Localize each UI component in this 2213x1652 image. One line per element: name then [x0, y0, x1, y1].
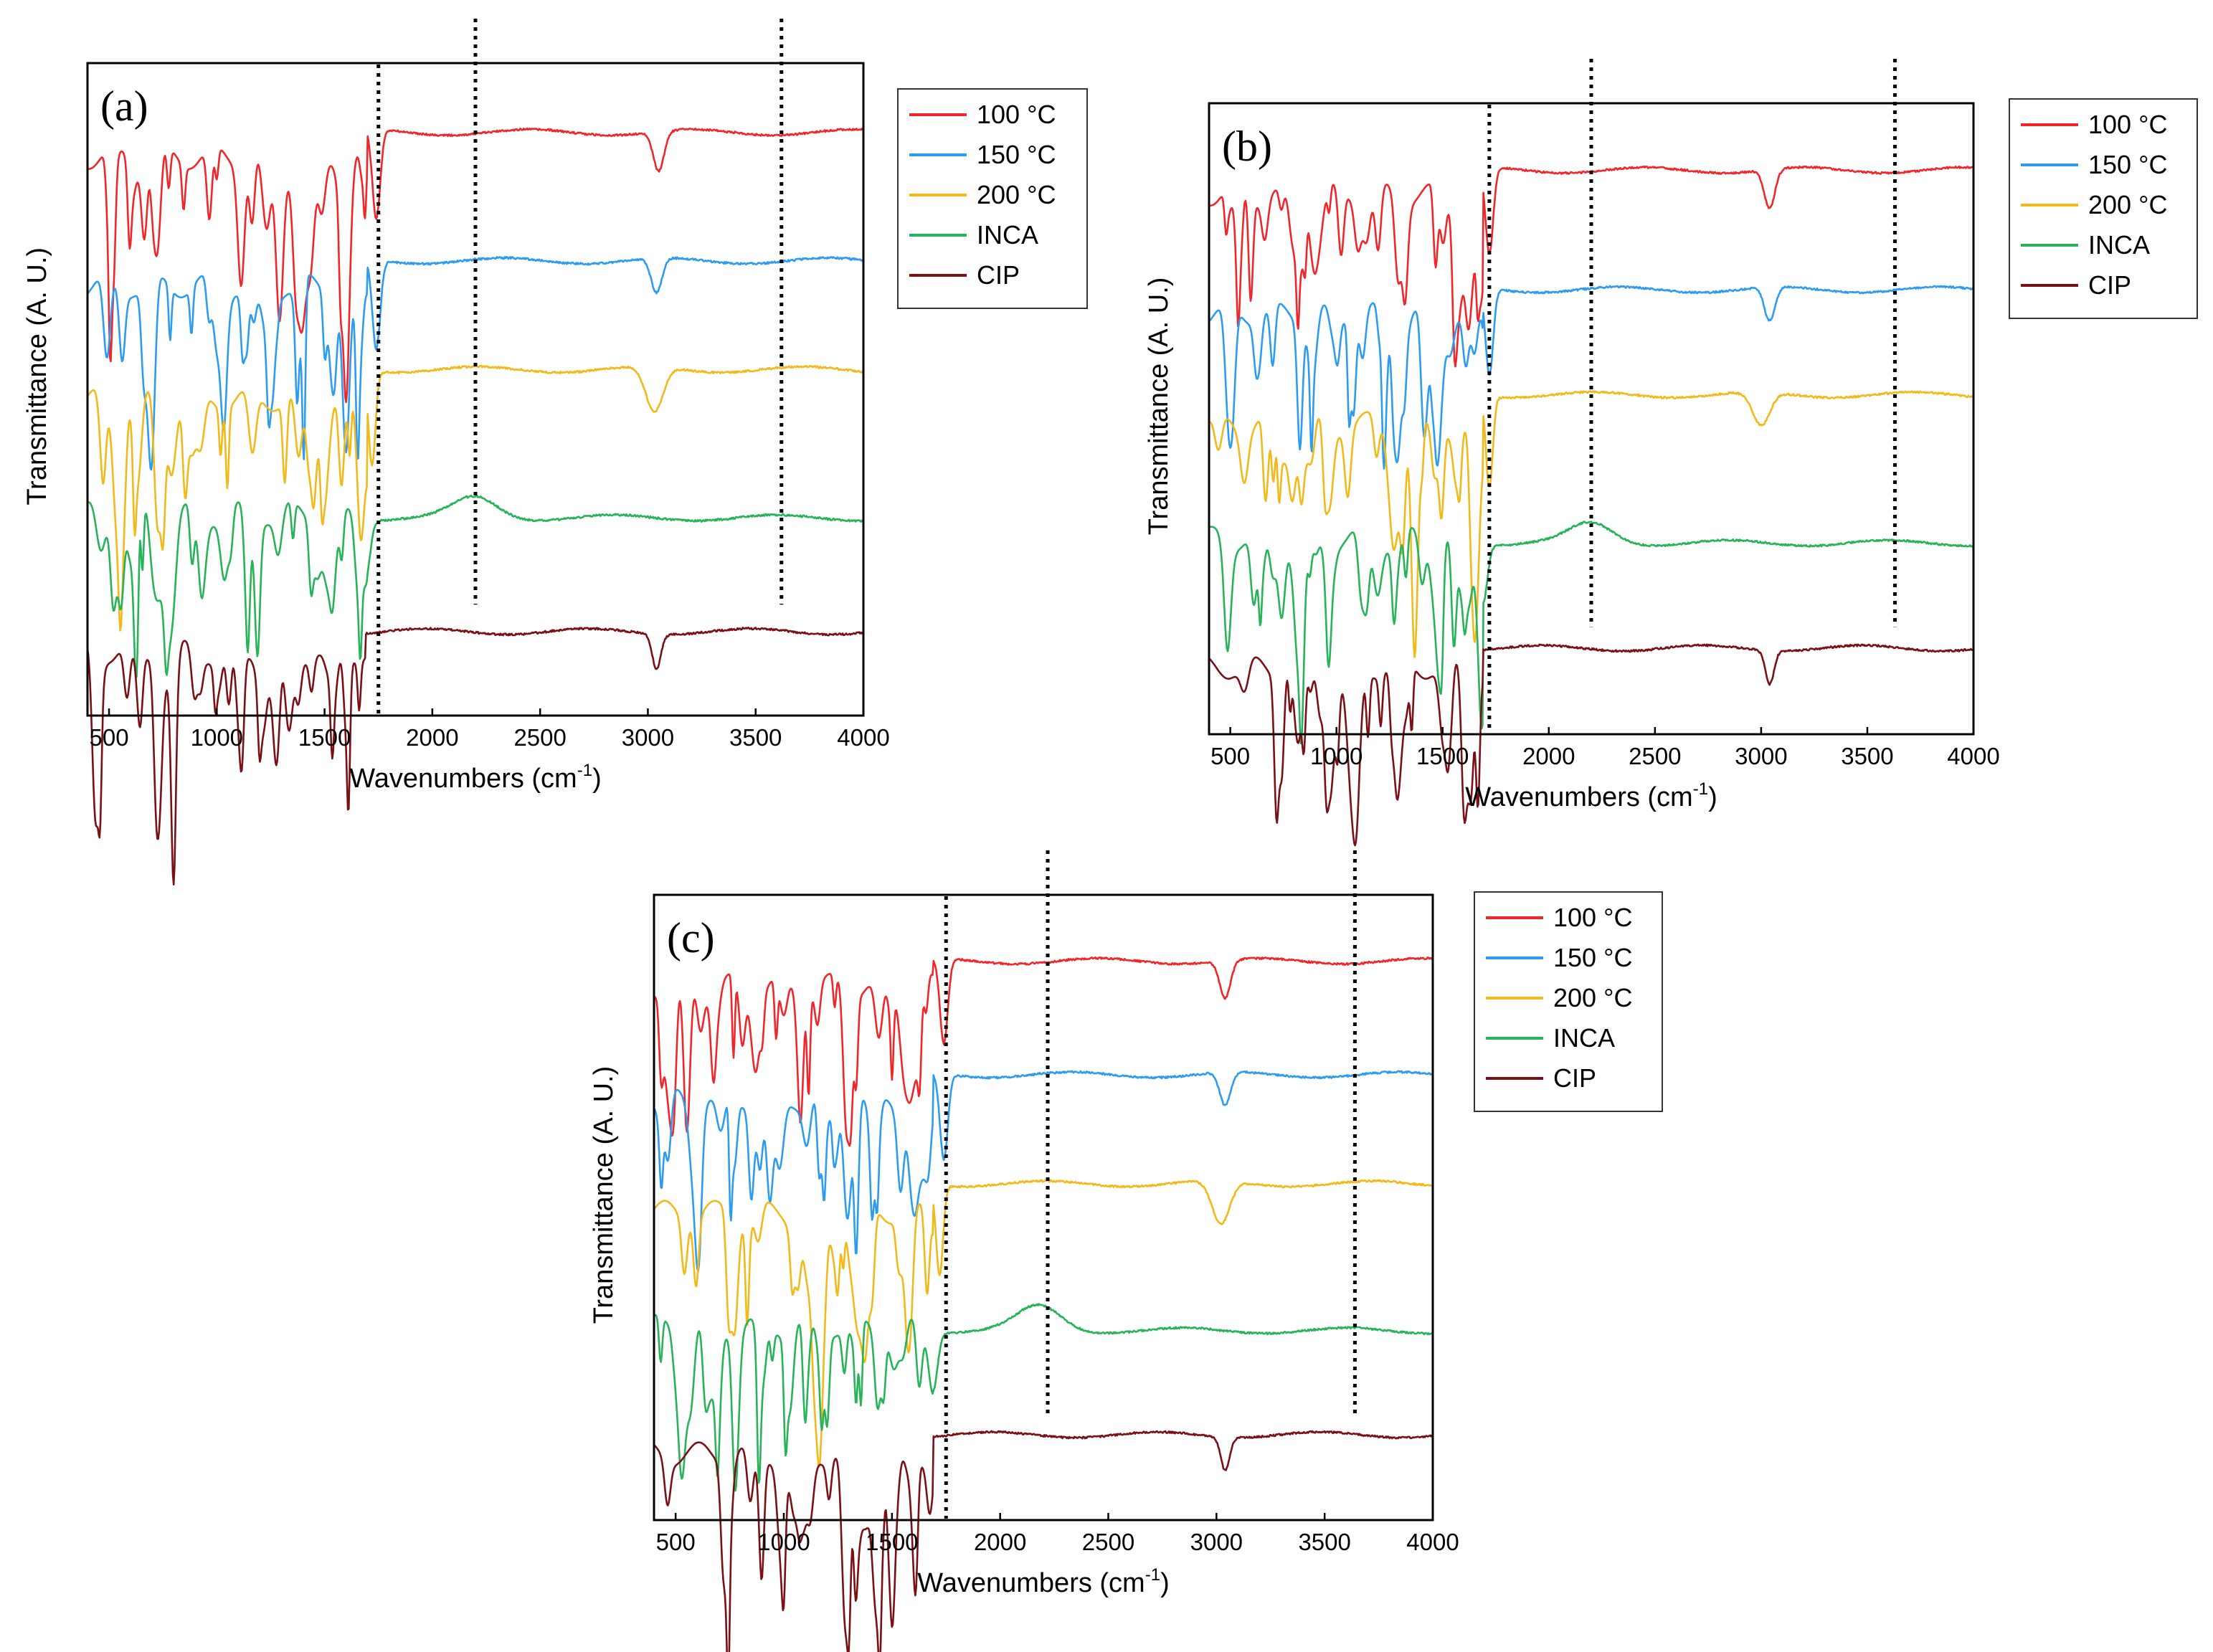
legend-label: 100 °C	[977, 100, 1056, 129]
series-line-inca	[1208, 521, 1975, 745]
x-tick-label: 4000	[1406, 1529, 1459, 1555]
x-tick-label: 2000	[406, 724, 458, 751]
x-tick-label: 1000	[757, 1529, 810, 1555]
x-tick-label: 1000	[191, 724, 243, 751]
plot-frame	[1208, 102, 1975, 736]
x-tick-label: 3500	[729, 724, 782, 751]
series-line-150c	[87, 256, 864, 471]
x-tick-label: 2500	[513, 724, 566, 751]
x-tick-label: 500	[1210, 743, 1250, 769]
legend-box	[2009, 98, 2198, 319]
x-tick-label: 3000	[1735, 743, 1787, 769]
series-line-200c	[1208, 390, 1974, 658]
plot-frame	[653, 893, 1434, 1522]
series-line-cip	[653, 1430, 1434, 1652]
x-tick-label: 3500	[1298, 1529, 1350, 1555]
legend-label: 100 °C	[1553, 903, 1632, 932]
panel-b: 500 1000 1500 2000 2500 3000 3500 4000 Wavenumbe…	[1144, 59, 2198, 847]
y-axis-label: Transmittance (A. U.)	[22, 247, 52, 505]
legend-label: INCA	[977, 220, 1038, 250]
legend-box	[897, 88, 1088, 309]
legend-box	[1474, 891, 1663, 1112]
panel-a: 500 1000 1500 2000 2500 3000 3500 4000 Wavenumbe…	[22, 19, 1088, 886]
series-line-200c	[653, 1179, 1434, 1468]
x-tick-label: 2000	[974, 1529, 1026, 1555]
x-tick-label: 3000	[622, 724, 674, 751]
x-axis-label: Wavenumbers (cm-1)	[349, 761, 601, 794]
y-axis-label: Transmittance (A. U.)	[1144, 277, 1174, 536]
panel-label: (c)	[667, 914, 715, 962]
x-axis-label: Wavenumbers (cm-1)	[917, 1565, 1169, 1598]
series-line-150c	[1208, 285, 1975, 470]
plot-frame	[86, 62, 865, 717]
legend-label: 150 °C	[1553, 943, 1632, 972]
series-line-100c	[87, 127, 864, 404]
x-tick-label: 1500	[298, 724, 351, 751]
series-line-cip	[86, 627, 864, 886]
series-line-inca	[87, 494, 864, 679]
x-tick-label: 2500	[1082, 1529, 1134, 1555]
legend-label: 150 °C	[977, 140, 1056, 169]
legend-label: 200 °C	[1553, 983, 1632, 1012]
panel-label: (b)	[1222, 123, 1272, 170]
x-tick-label: 500	[656, 1529, 696, 1555]
x-tick-label: 2000	[1522, 743, 1575, 769]
series-line-100c	[653, 956, 1434, 1147]
panel-c: 500 1000 1500 2000 2500 3000 3500 4000 Wavenumbe…	[589, 850, 1663, 1652]
x-tick-label: 500	[90, 724, 129, 751]
legend-label: 200 °C	[2088, 190, 2167, 219]
series-line-cip	[1208, 643, 1974, 847]
legend-label: 150 °C	[2088, 150, 2167, 179]
panel-label: (a)	[100, 82, 148, 130]
x-tick-label: 4000	[1947, 743, 1999, 769]
legend-label: 200 °C	[977, 180, 1056, 209]
x-tick-label: 1500	[1416, 743, 1469, 769]
series-line-150c	[653, 1070, 1434, 1273]
x-tick-label: 3000	[1190, 1529, 1243, 1555]
legend-label: CIP	[977, 260, 1020, 290]
legend-label: 100 °C	[2088, 110, 2167, 139]
legend-label: INCA	[2088, 230, 2150, 260]
legend-label: INCA	[1553, 1023, 1615, 1053]
series-line-inca	[653, 1303, 1434, 1492]
legend-label: CIP	[2088, 270, 2131, 300]
x-axis-label: Wavenumbers (cm-1)	[1465, 779, 1717, 812]
x-tick-label: 4000	[837, 724, 889, 751]
x-tick-label: 1500	[866, 1529, 918, 1555]
y-axis-label: Transmittance (A. U.)	[589, 1066, 619, 1324]
x-tick-label: 3500	[1841, 743, 1893, 769]
x-tick-label: 2500	[1629, 743, 1681, 769]
legend-label: CIP	[1553, 1063, 1596, 1093]
x-tick-label: 1000	[1310, 743, 1363, 769]
